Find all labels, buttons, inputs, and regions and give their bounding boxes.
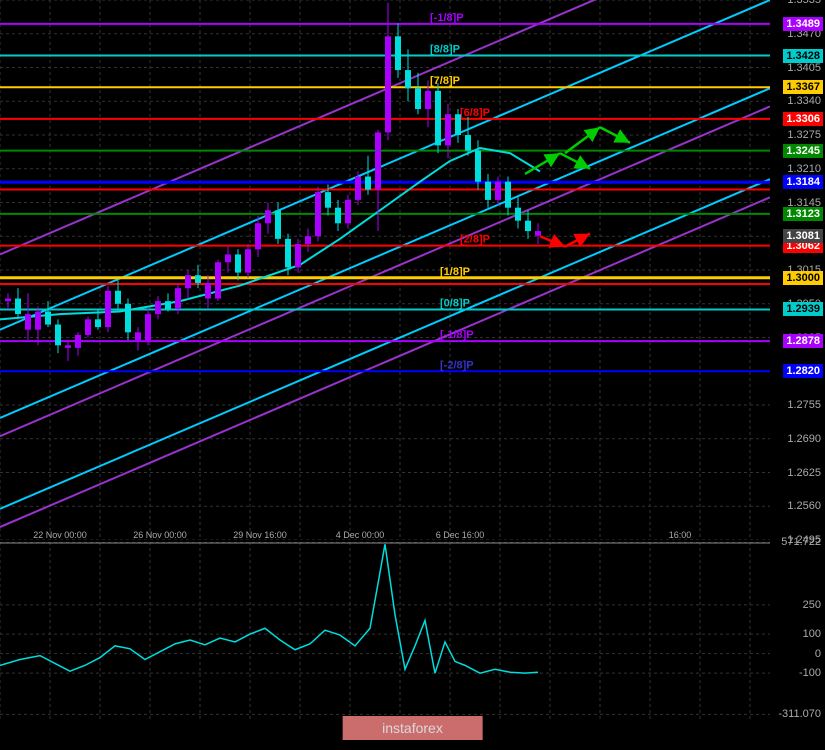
watermark-label: instaforex	[342, 716, 483, 740]
y-tick-label: 1.2625	[787, 467, 821, 479]
svg-text:[0/8]P: [0/8]P	[440, 297, 470, 309]
level-price-label: 1.3306	[783, 112, 823, 126]
y-tick-label: 1.3405	[787, 62, 821, 74]
level-price-label: 1.3184	[783, 175, 823, 189]
level-price-label: 1.2878	[783, 334, 823, 348]
level-price-label: 1.2939	[783, 302, 823, 316]
svg-text:[6/8]P: [6/8]P	[460, 107, 490, 119]
indicator-y-tick-label: 571.722	[781, 536, 821, 548]
svg-text:[1/8]P: [1/8]P	[440, 266, 470, 278]
y-tick-label: 1.3210	[787, 163, 821, 175]
level-price-label: 1.3123	[783, 207, 823, 221]
indicator-y-tick-label: 0	[815, 648, 821, 660]
svg-text:[2/8]P: [2/8]P	[460, 234, 490, 246]
y-tick-label: 1.3535	[787, 0, 821, 6]
level-price-label: 1.2820	[783, 364, 823, 378]
x-tick-label: 4 Dec 00:00	[336, 530, 385, 540]
x-tick-label: 6 Dec 16:00	[436, 530, 485, 540]
indicator-y-axis-labels: -311.070-1000100250571.722	[770, 542, 825, 722]
indicator-y-tick-label: 250	[803, 599, 821, 611]
y-tick-label: 1.3275	[787, 129, 821, 141]
svg-text:[8/8]P: [8/8]P	[430, 44, 460, 56]
svg-text:[-1/8]P: [-1/8]P	[440, 329, 474, 341]
indicator-y-tick-label: -311.070	[778, 708, 821, 720]
y-tick-label: 1.2755	[787, 399, 821, 411]
svg-text:[-2/8]P: [-2/8]P	[440, 359, 474, 371]
level-price-label: 1.3428	[783, 49, 823, 63]
y-axis-labels: 1.24951.25601.26251.26901.27551.28201.28…	[770, 0, 825, 540]
x-tick-label: 26 Nov 00:00	[133, 530, 187, 540]
svg-text:[-1/8]P: [-1/8]P	[430, 12, 464, 24]
x-tick-label: 16:00	[669, 530, 692, 540]
svg-text:[7/8]P: [7/8]P	[430, 75, 460, 87]
indicator-y-tick-label: -100	[799, 667, 821, 679]
chart-container: [-1/8]P [8/8]P [7/8]P [6/8]P [2/8]P [1/8]P [0/…	[0, 0, 825, 750]
level-price-label: 1.3245	[783, 144, 823, 158]
main-price-chart[interactable]: [-1/8]P [8/8]P [7/8]P [6/8]P [2/8]P [1/8]P [0/…	[0, 0, 770, 540]
y-tick-label: 1.2690	[787, 433, 821, 445]
x-tick-label: 29 Nov 16:00	[233, 530, 287, 540]
indicator-chart[interactable]	[0, 542, 770, 722]
level-price-label: 1.3489	[783, 17, 823, 31]
level-price-label: 1.3000	[783, 271, 823, 285]
y-tick-label: 1.2560	[787, 500, 821, 512]
x-tick-label: 22 Nov 00:00	[33, 530, 87, 540]
indicator-y-tick-label: 100	[803, 628, 821, 640]
level-price-label: 1.3367	[783, 80, 823, 94]
y-tick-label: 1.3340	[787, 95, 821, 107]
current-price-label: 1.3081	[783, 229, 823, 243]
